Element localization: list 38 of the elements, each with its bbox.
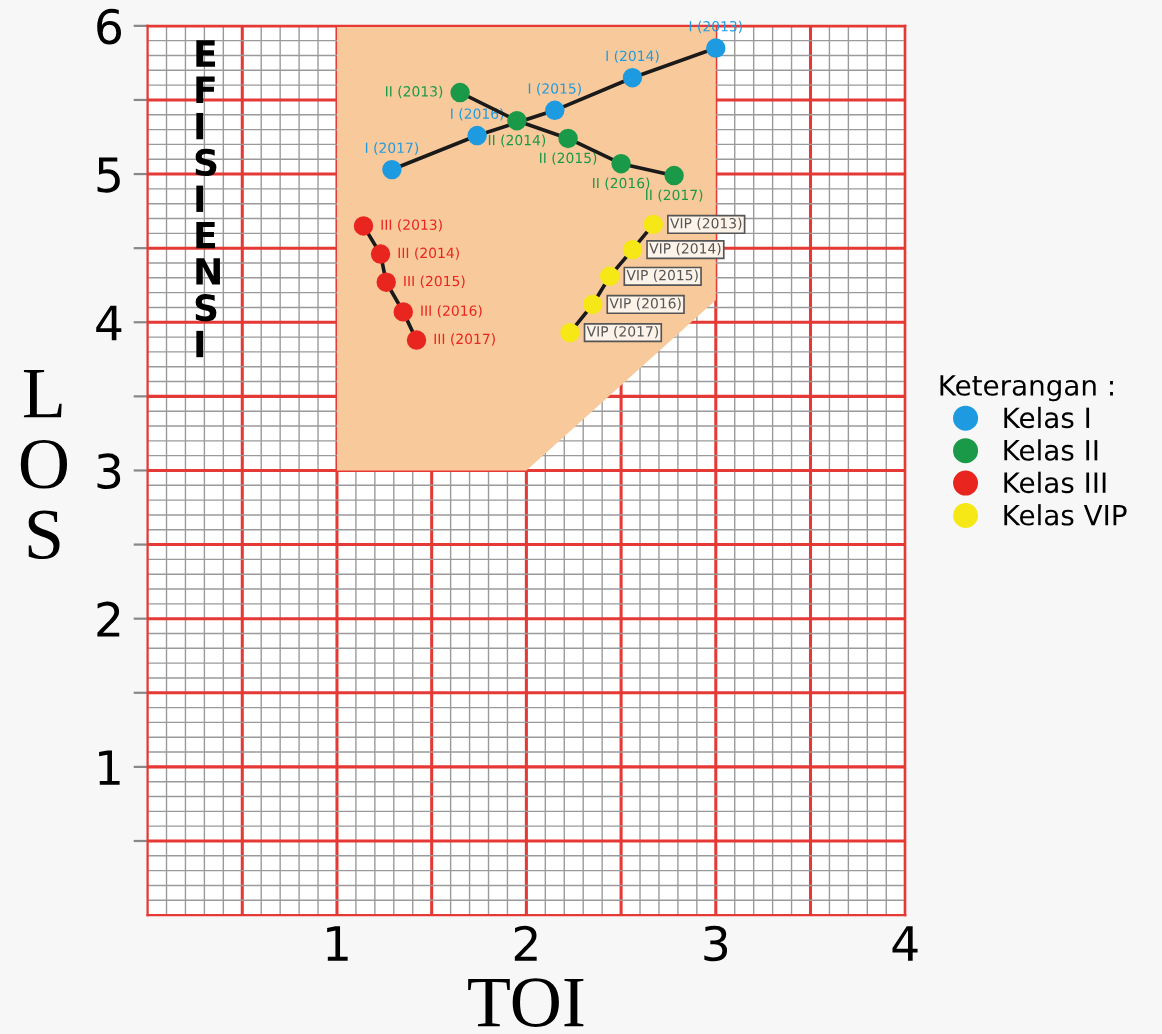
point bbox=[611, 153, 631, 174]
point bbox=[643, 214, 664, 235]
point bbox=[353, 216, 374, 236]
legend-label: Kelas I bbox=[1004, 406, 1090, 429]
legend-label: Kelas VIP bbox=[1004, 504, 1127, 526]
point bbox=[558, 128, 578, 149]
point bbox=[622, 68, 643, 88]
point bbox=[370, 244, 391, 264]
point bbox=[406, 330, 427, 350]
y-axis-title: L O S bbox=[20, 370, 68, 560]
legend-label: Kelas III bbox=[1004, 471, 1106, 494]
point bbox=[545, 100, 565, 121]
x-tick-label: 2 bbox=[514, 925, 537, 961]
point bbox=[560, 322, 580, 343]
point bbox=[467, 125, 487, 146]
y-tick-label: 4 bbox=[96, 305, 122, 341]
point bbox=[507, 110, 527, 131]
x-axis-title: TOI bbox=[468, 978, 584, 1027]
point bbox=[622, 239, 643, 260]
text: EFISIENSI bbox=[195, 40, 220, 358]
legend-label: Kelas II bbox=[1004, 439, 1098, 461]
x-tick-label: 4 bbox=[892, 926, 918, 961]
point bbox=[706, 38, 726, 58]
point bbox=[393, 302, 413, 322]
point bbox=[664, 165, 684, 186]
point bbox=[582, 294, 603, 315]
point bbox=[382, 159, 402, 180]
point bbox=[376, 272, 396, 292]
point bbox=[450, 82, 470, 103]
y-tick-label: 5 bbox=[97, 157, 120, 193]
y-tick-label: 2 bbox=[97, 601, 120, 637]
x-tick-label: 3 bbox=[704, 925, 728, 962]
y-tick-label: 1 bbox=[99, 750, 120, 785]
point bbox=[600, 266, 620, 287]
y-tick-label: 6 bbox=[97, 8, 121, 45]
legend-title: Keterangan : bbox=[940, 375, 1113, 402]
y-tick-label: 3 bbox=[97, 453, 121, 490]
x-tick-label: 1 bbox=[327, 926, 348, 961]
